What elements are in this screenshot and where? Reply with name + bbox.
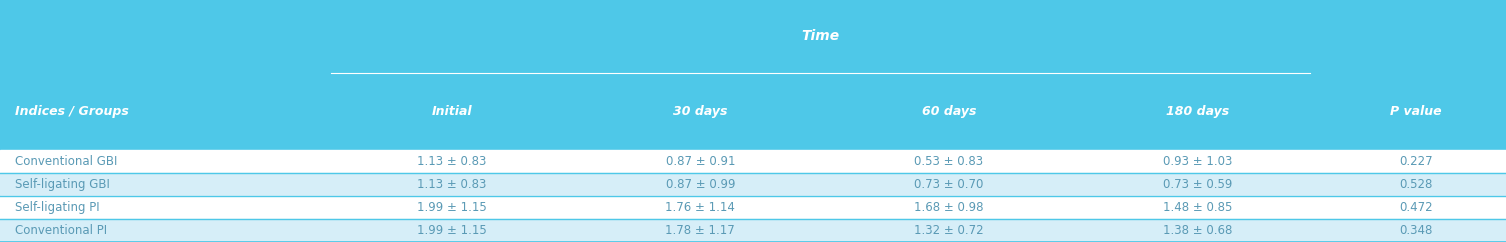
Text: 0.73 ± 0.70: 0.73 ± 0.70 bbox=[914, 178, 983, 191]
Bar bbox=[0, 173, 1506, 196]
Text: Conventional GBI: Conventional GBI bbox=[15, 155, 117, 168]
Text: 1.13 ± 0.83: 1.13 ± 0.83 bbox=[417, 155, 486, 168]
Text: 0.53 ± 0.83: 0.53 ± 0.83 bbox=[914, 155, 983, 168]
Text: Indices / Groups: Indices / Groups bbox=[15, 105, 130, 118]
Bar bbox=[0, 150, 1506, 173]
Bar bbox=[0, 196, 1506, 219]
Text: 0.472: 0.472 bbox=[1399, 201, 1432, 214]
Text: Self-ligating GBI: Self-ligating GBI bbox=[15, 178, 110, 191]
Text: 1.76 ± 1.14: 1.76 ± 1.14 bbox=[666, 201, 735, 214]
Text: Self-ligating PI: Self-ligating PI bbox=[15, 201, 99, 214]
Text: 1.99 ± 1.15: 1.99 ± 1.15 bbox=[417, 201, 486, 214]
Text: 0.528: 0.528 bbox=[1399, 178, 1432, 191]
Bar bbox=[0, 219, 1506, 242]
Text: 1.99 ± 1.15: 1.99 ± 1.15 bbox=[417, 224, 486, 237]
Text: 0.73 ± 0.59: 0.73 ± 0.59 bbox=[1163, 178, 1232, 191]
Text: P value: P value bbox=[1390, 105, 1441, 118]
Text: 0.348: 0.348 bbox=[1399, 224, 1432, 237]
Text: Time: Time bbox=[801, 29, 840, 43]
Text: 1.78 ± 1.17: 1.78 ± 1.17 bbox=[666, 224, 735, 237]
Text: 1.48 ± 0.85: 1.48 ± 0.85 bbox=[1163, 201, 1232, 214]
Text: 180 days: 180 days bbox=[1166, 105, 1229, 118]
Text: 1.38 ± 0.68: 1.38 ± 0.68 bbox=[1163, 224, 1232, 237]
Text: 1.68 ± 0.98: 1.68 ± 0.98 bbox=[914, 201, 983, 214]
Text: 0.87 ± 0.91: 0.87 ± 0.91 bbox=[666, 155, 735, 168]
Text: 0.227: 0.227 bbox=[1399, 155, 1432, 168]
Text: Initial: Initial bbox=[432, 105, 471, 118]
Bar bbox=[0, 0, 1506, 150]
Text: 0.87 ± 0.99: 0.87 ± 0.99 bbox=[666, 178, 735, 191]
Text: 1.32 ± 0.72: 1.32 ± 0.72 bbox=[914, 224, 983, 237]
Text: 0.93 ± 1.03: 0.93 ± 1.03 bbox=[1163, 155, 1232, 168]
Text: Conventional PI: Conventional PI bbox=[15, 224, 107, 237]
Text: 1.13 ± 0.83: 1.13 ± 0.83 bbox=[417, 178, 486, 191]
Text: 60 days: 60 days bbox=[922, 105, 976, 118]
Text: 30 days: 30 days bbox=[673, 105, 727, 118]
